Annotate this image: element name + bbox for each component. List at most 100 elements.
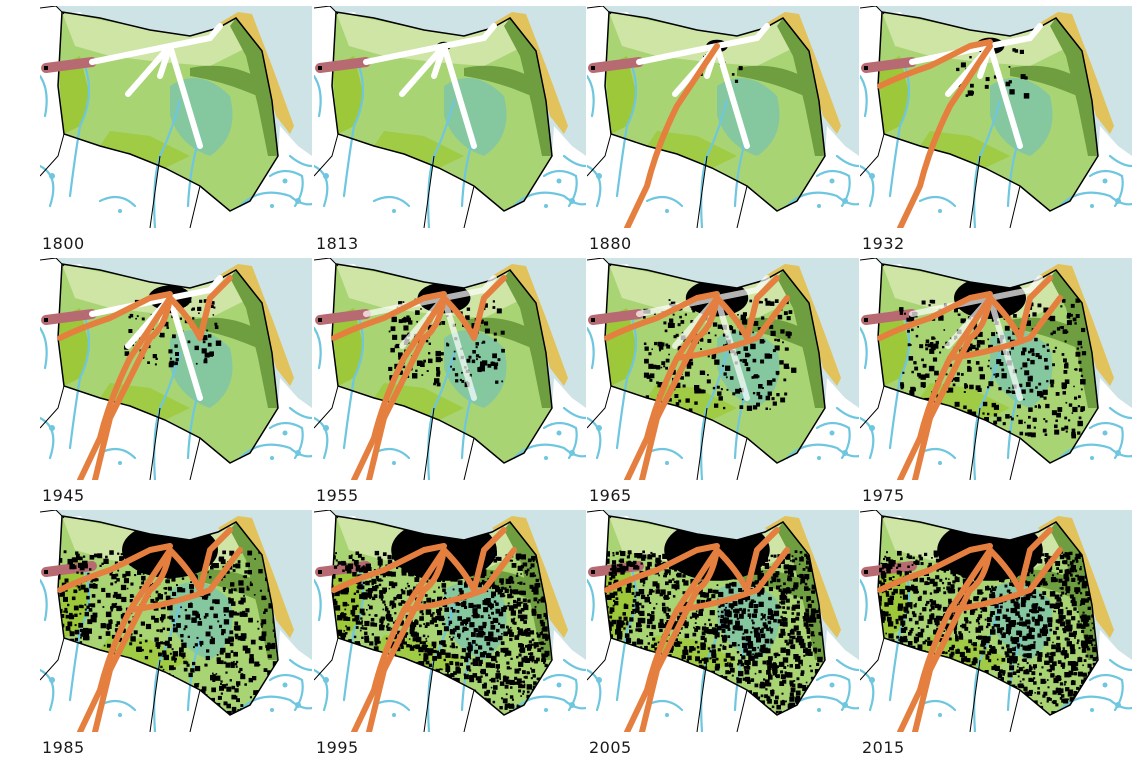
urban-patch	[1059, 326, 1061, 329]
urban-patch	[162, 650, 167, 655]
urban-patch	[83, 563, 88, 569]
urban-patch	[117, 637, 122, 642]
urban-patch	[520, 554, 526, 560]
urban-patch	[503, 594, 506, 597]
urban-patch	[395, 343, 400, 349]
urban-patch	[793, 584, 798, 590]
urban-patch	[466, 570, 469, 574]
urban-patch	[500, 581, 504, 585]
urban-patch	[658, 345, 664, 350]
urban-patch	[774, 299, 779, 303]
urban-patch	[752, 331, 755, 334]
urban-patch	[217, 695, 222, 700]
urban-patch	[192, 610, 198, 616]
urban-patch	[169, 652, 172, 655]
lake	[938, 461, 942, 465]
urban-patch	[664, 575, 667, 578]
urban-patch	[386, 610, 391, 614]
urban-patch	[933, 337, 936, 340]
urban-patch	[684, 371, 690, 377]
urban-patch	[201, 557, 207, 562]
district-border	[423, 659, 435, 732]
urban-patch	[81, 630, 87, 636]
modern-road	[57, 543, 173, 593]
urban-patch	[379, 564, 382, 567]
urban-patch	[436, 367, 440, 371]
urban-patch	[431, 617, 437, 623]
urban-patch	[765, 562, 769, 567]
urban-patch	[168, 566, 175, 573]
urban-patch	[493, 365, 498, 370]
urban-patch	[694, 622, 697, 624]
urban-patch	[900, 384, 905, 388]
urban-patch	[85, 636, 90, 641]
urban-patch	[175, 352, 179, 356]
urban-patch	[412, 373, 418, 379]
urban-patch	[909, 315, 915, 321]
urban-patch	[768, 597, 770, 600]
urban-patch	[86, 605, 90, 609]
urban-patch	[516, 655, 519, 659]
municipal-boundary	[331, 263, 553, 464]
urban-patch	[75, 590, 78, 593]
urban-patch	[678, 399, 682, 403]
urban-patch	[185, 614, 191, 620]
urban-patch	[1062, 329, 1068, 334]
coastal-plain	[609, 12, 797, 66]
urban-patch	[776, 704, 781, 710]
lake	[118, 209, 122, 213]
urban-patch	[267, 670, 273, 676]
urban-patch	[784, 392, 788, 396]
urban-patch	[928, 304, 931, 307]
urban-patch	[254, 661, 260, 667]
urban-patch	[185, 661, 189, 665]
urban-patch	[780, 615, 783, 619]
urban-patch	[737, 351, 741, 354]
coastal-plain	[62, 12, 250, 66]
urban-patch	[192, 317, 195, 320]
urban-patch	[236, 612, 240, 616]
urban-patch	[1064, 362, 1069, 367]
urban-patch	[753, 375, 756, 378]
urban-patch	[193, 646, 195, 649]
urban-patch	[723, 634, 727, 638]
urban-patch	[475, 643, 478, 646]
river	[587, 416, 602, 460]
urban-patch	[752, 692, 758, 698]
urban-patch	[154, 618, 159, 623]
lake	[323, 173, 329, 179]
urban-patch	[732, 642, 737, 647]
river	[562, 154, 586, 168]
urban-patch	[660, 342, 665, 347]
urban-patch	[529, 655, 535, 662]
urban-patch	[483, 607, 489, 613]
urban-patch	[236, 698, 240, 703]
urban-patch	[364, 635, 369, 641]
historic-road	[167, 295, 203, 401]
urban-patch	[174, 660, 177, 663]
urban-patch	[615, 551, 619, 555]
urban-patch	[362, 612, 366, 616]
urban-patch	[1035, 353, 1040, 358]
urban-patch	[712, 659, 717, 663]
urban-patch	[473, 659, 477, 663]
district-border	[736, 185, 748, 228]
urban-patch	[915, 334, 919, 338]
urban-patch	[504, 650, 511, 656]
urban-patch	[345, 639, 348, 642]
urban-patch	[235, 636, 238, 640]
urban-patch	[466, 628, 469, 631]
urban-patch	[359, 621, 363, 625]
urban-patch	[178, 615, 181, 618]
urban-patch	[518, 643, 523, 648]
river	[268, 421, 304, 460]
urban-patch	[692, 647, 696, 651]
urban-patch	[95, 578, 99, 582]
urban-patch	[226, 703, 231, 709]
urban-patch	[745, 676, 751, 682]
urban-patch	[219, 624, 222, 628]
urban-patch	[126, 587, 129, 590]
urban-patch	[222, 550, 226, 555]
urban-patch	[466, 358, 471, 363]
urban-patch	[396, 566, 399, 569]
